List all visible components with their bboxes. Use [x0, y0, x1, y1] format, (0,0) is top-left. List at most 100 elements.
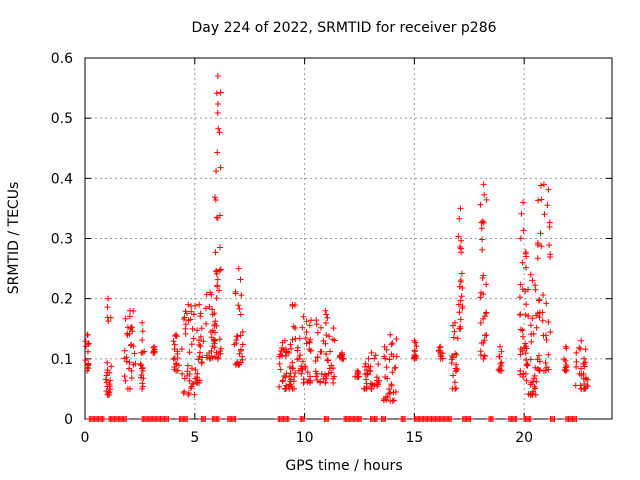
data-point	[545, 351, 552, 358]
data-point	[365, 355, 372, 362]
data-point	[479, 236, 486, 243]
data-point	[412, 339, 419, 346]
data-point	[103, 372, 110, 379]
data-point	[457, 316, 464, 323]
data-point	[522, 350, 529, 357]
data-point	[545, 318, 552, 325]
data-point	[387, 389, 394, 396]
data-point	[513, 416, 520, 422]
data-point	[82, 357, 89, 364]
data-point	[546, 223, 553, 230]
data-point	[300, 313, 307, 320]
data-point	[185, 317, 192, 324]
data-point	[522, 288, 529, 295]
data-point	[276, 383, 283, 390]
data-point	[130, 343, 137, 350]
data-point	[483, 196, 490, 203]
data-point	[535, 297, 542, 304]
data-point	[306, 373, 313, 380]
data-point	[190, 335, 197, 342]
data-point	[212, 337, 219, 344]
data-point	[287, 341, 294, 348]
data-point	[214, 73, 221, 80]
data-point	[363, 384, 370, 391]
data-point	[453, 361, 460, 368]
data-point	[231, 341, 238, 348]
data-point	[458, 237, 465, 244]
data-point	[456, 283, 463, 290]
data-point	[303, 340, 310, 347]
data-point	[388, 382, 395, 389]
data-point	[451, 328, 458, 335]
data-point	[448, 360, 455, 367]
data-point	[530, 330, 537, 337]
data-point	[497, 360, 504, 367]
data-point	[478, 225, 485, 232]
data-point	[522, 250, 529, 257]
data-point	[85, 360, 92, 367]
data-point	[540, 332, 547, 339]
data-point	[291, 385, 298, 392]
data-point	[213, 349, 220, 356]
data-point	[122, 315, 129, 322]
data-point	[576, 344, 583, 351]
data-point	[179, 370, 186, 377]
data-point	[531, 372, 538, 379]
data-point	[402, 416, 409, 422]
data-point	[216, 267, 223, 274]
data-point	[519, 259, 526, 266]
data-point	[451, 379, 458, 386]
data-point	[186, 349, 193, 356]
data-point	[532, 364, 539, 371]
data-point	[236, 305, 243, 312]
data-point	[483, 310, 490, 317]
data-point	[239, 328, 246, 335]
data-point	[542, 359, 549, 366]
data-point	[191, 391, 198, 398]
data-point	[522, 340, 529, 347]
data-point	[294, 347, 301, 354]
data-point	[543, 336, 550, 343]
y-axis-label: SRMTID / TECUs	[6, 182, 22, 295]
data-point	[141, 348, 148, 355]
data-point	[454, 335, 461, 342]
data-point	[238, 346, 245, 353]
data-point	[386, 390, 393, 397]
data-point	[456, 325, 463, 332]
data-point	[535, 197, 542, 204]
y-tick-label: 0.4	[51, 171, 73, 187]
data-point	[105, 295, 112, 302]
data-point	[578, 337, 585, 344]
data-point	[581, 363, 588, 370]
data-point	[481, 353, 488, 360]
data-point	[477, 201, 484, 208]
data-point	[389, 340, 396, 347]
data-point	[371, 355, 378, 362]
data-point	[393, 335, 400, 342]
data-point	[172, 332, 179, 339]
data-point	[523, 362, 530, 369]
data-point	[481, 191, 488, 198]
data-point	[216, 129, 223, 136]
data-point	[358, 416, 365, 422]
data-point	[298, 363, 305, 370]
data-point	[517, 235, 524, 242]
data-point	[198, 325, 205, 332]
data-point	[327, 348, 334, 355]
data-point	[121, 373, 128, 380]
data-point	[181, 375, 188, 382]
data-point	[323, 332, 330, 339]
data-point	[539, 317, 546, 324]
data-point	[217, 266, 224, 273]
data-point	[150, 348, 157, 355]
data-point	[527, 356, 534, 363]
data-point	[383, 346, 390, 353]
data-point	[190, 311, 197, 318]
data-point	[173, 333, 180, 340]
data-point	[582, 374, 589, 381]
data-point	[211, 344, 218, 351]
data-point	[123, 354, 130, 361]
data-point	[213, 295, 220, 302]
data-point	[129, 328, 136, 335]
